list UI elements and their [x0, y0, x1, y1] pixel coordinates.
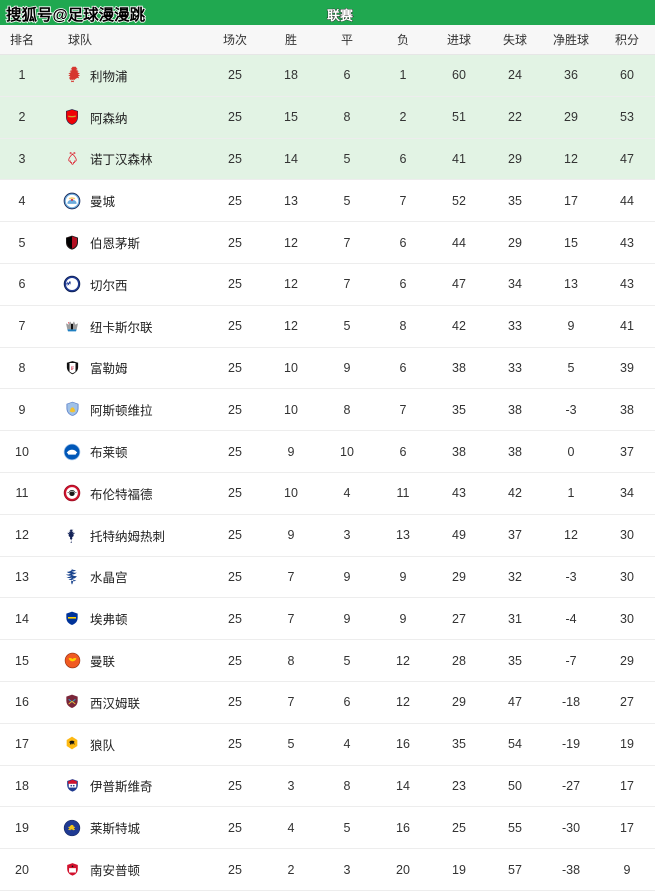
svg-text:F: F	[70, 367, 73, 372]
